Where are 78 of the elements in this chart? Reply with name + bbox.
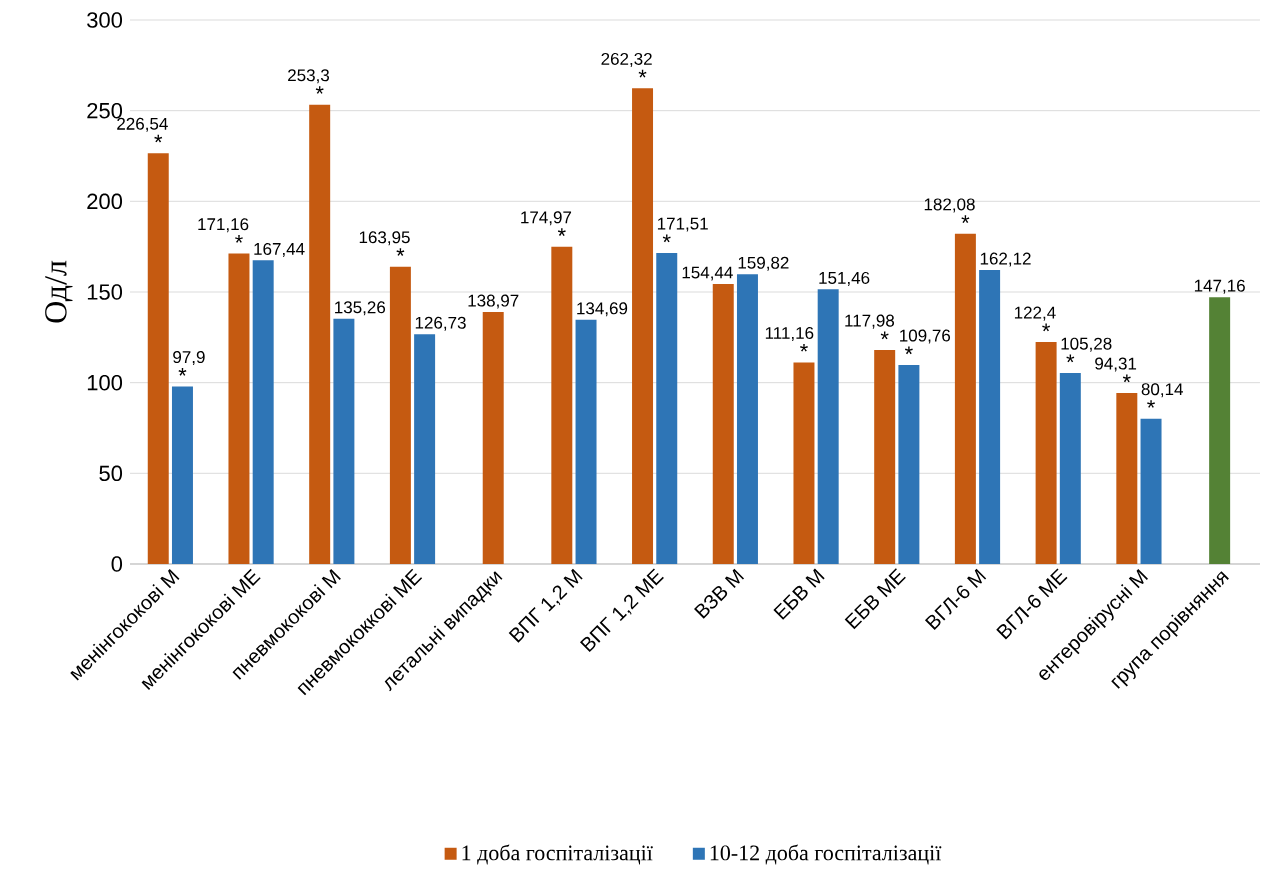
data-label: 253,3 (288, 69, 330, 84)
bar (414, 334, 436, 564)
y-tick-label: 0 (111, 556, 123, 572)
y-tick-label: 150 (87, 284, 123, 300)
annotation: * (800, 343, 808, 352)
data-label: 138,97 (468, 294, 519, 309)
y-tick-label: 200 (87, 193, 123, 210)
annotation: * (662, 234, 671, 243)
data-label: 135,26 (335, 301, 386, 316)
bar (817, 289, 839, 564)
bar (1059, 373, 1081, 564)
data-label: 159,82 (738, 256, 789, 271)
data-label: 163,95 (359, 231, 410, 246)
bar (171, 386, 193, 564)
bar (632, 88, 654, 564)
bar (736, 274, 758, 564)
data-label: 226,54 (117, 117, 168, 132)
x-tick-label: ВЗВ М (694, 568, 745, 619)
annotation: * (154, 134, 163, 143)
annotation: * (557, 228, 566, 236)
annotation: * (178, 367, 187, 376)
bar (1035, 342, 1057, 564)
bar (309, 104, 331, 564)
data-label: 105,28 (1061, 337, 1112, 352)
data-label: 182,08 (924, 198, 975, 213)
data-label: 111,16 (765, 326, 814, 342)
bar (1209, 297, 1231, 564)
data-label: 171,51 (657, 217, 708, 232)
data-label: 109,76 (900, 329, 951, 344)
bar (1116, 392, 1138, 564)
annotation: * (880, 331, 889, 340)
annotation: * (638, 69, 647, 78)
data-label: 97,9 (173, 351, 205, 366)
annotation: * (1042, 323, 1051, 332)
data-label: 174,97 (521, 211, 572, 226)
legend-label: 10-12 доба госпіталізації (710, 844, 942, 865)
bar (228, 253, 250, 564)
annotation: * (961, 215, 970, 224)
data-label: 171,16 (198, 218, 249, 233)
y-axis-title: Од/л (45, 260, 73, 323)
bar (252, 260, 274, 564)
bar (712, 283, 734, 564)
legend-label: 1 доба госпіталізації (462, 844, 653, 865)
bar (656, 252, 678, 564)
y-tick-label: 300 (87, 12, 123, 28)
data-label: 126,73 (415, 316, 466, 331)
annotation: * (904, 346, 913, 355)
y-tick-label: 50 (99, 465, 123, 482)
annotation: * (315, 86, 324, 94)
data-label: 167,44 (254, 242, 305, 257)
annotation: * (1122, 374, 1131, 383)
y-tick-label: 100 (87, 374, 123, 391)
data-label: 151,46 (819, 271, 870, 286)
annotation: * (1066, 354, 1075, 363)
data-label: 94,31 (1095, 357, 1137, 372)
bar (333, 318, 355, 564)
data-label: 122,4 (1014, 306, 1056, 321)
bar (575, 319, 597, 564)
data-label: 147,16 (1194, 279, 1245, 294)
bar (551, 246, 573, 564)
bar (979, 270, 1001, 564)
y-tick-label: 250 (87, 102, 123, 119)
data-label: 80,14 (1141, 383, 1183, 398)
annotation: * (235, 235, 243, 243)
data-label: 134,69 (577, 302, 628, 317)
annotation: * (1147, 400, 1155, 408)
bar (793, 362, 815, 564)
data-label: 117,98 (845, 314, 895, 329)
bar (389, 266, 411, 564)
bar (898, 364, 920, 564)
bar (954, 233, 976, 564)
data-label: 162,12 (980, 252, 1031, 267)
bar (874, 350, 896, 564)
data-label: 154,44 (682, 266, 733, 281)
data-label: 262,32 (601, 52, 652, 67)
bar (1140, 418, 1162, 564)
bar (147, 153, 169, 564)
annotation: * (396, 248, 405, 256)
